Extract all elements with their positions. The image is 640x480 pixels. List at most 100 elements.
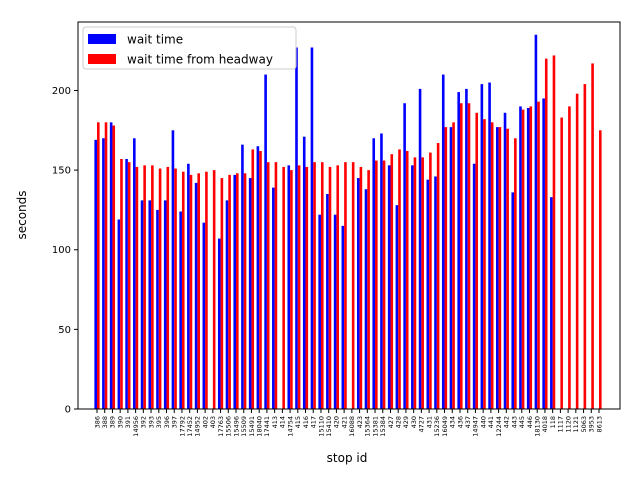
x-tick-label: 430	[410, 416, 418, 428]
bar	[202, 222, 206, 409]
bar	[187, 163, 190, 409]
x-tick-label: 18130	[534, 416, 542, 437]
x-tick-label: 15506	[225, 416, 233, 437]
x-tick-label: 397	[171, 416, 179, 428]
bar	[465, 88, 468, 409]
bar	[359, 166, 363, 409]
x-tick-label: 402	[201, 416, 209, 428]
x-tick-label: 416	[302, 416, 310, 428]
bar	[290, 170, 293, 409]
y-tick-label: 0	[65, 405, 71, 416]
bar	[117, 219, 121, 409]
x-tick-label: 15364	[364, 416, 372, 437]
x-tick-label: 421	[340, 416, 348, 428]
bar	[364, 189, 368, 409]
bar	[151, 165, 154, 409]
y-tick-label: 200	[52, 86, 71, 97]
bar	[480, 84, 484, 409]
plot-frame	[77, 21, 621, 410]
bar	[256, 146, 260, 409]
bar	[156, 209, 159, 409]
x-tick-label: 14947	[472, 416, 480, 437]
bar	[140, 200, 144, 409]
bar	[109, 122, 113, 409]
x-tick-label: 15496	[232, 416, 240, 437]
x-tick-label: 389	[109, 416, 117, 428]
x-tick-label: 420	[333, 416, 341, 428]
bar	[395, 205, 399, 409]
x-tick-label: 415	[294, 416, 302, 428]
x-tick-label: 393	[147, 416, 155, 428]
bar	[483, 119, 486, 410]
bar	[228, 174, 231, 409]
x-tick-label: 16088	[348, 416, 356, 437]
x-tick-label: 428	[395, 416, 403, 428]
y-tick-label: 150	[52, 166, 71, 177]
bar	[333, 214, 337, 409]
bar	[488, 82, 491, 409]
bar	[490, 122, 494, 409]
bar	[189, 174, 193, 409]
legend: wait time wait time from headway	[82, 26, 297, 70]
x-tick-label: 434	[449, 416, 457, 428]
bar	[243, 173, 247, 409]
bar	[367, 170, 370, 409]
x-tick-label: 437	[464, 416, 472, 428]
x-axis-label: stop id	[327, 451, 368, 465]
bar	[125, 158, 128, 409]
x-tick-label: 118	[549, 416, 557, 428]
bar	[320, 162, 324, 409]
x-tick-label: 15410	[325, 416, 333, 437]
bar	[444, 127, 448, 409]
bar	[526, 108, 530, 409]
bar	[457, 92, 460, 410]
bar	[441, 74, 445, 410]
x-tick-label: 17441	[263, 416, 271, 437]
bar	[405, 151, 409, 409]
bar	[174, 168, 177, 409]
y-tick-label: 100	[52, 245, 71, 256]
x-tick-label: 396	[163, 416, 171, 428]
bar	[179, 211, 182, 409]
bar	[390, 154, 394, 409]
bar	[248, 178, 252, 409]
x-tick-label: 443	[510, 416, 518, 428]
bar	[94, 139, 97, 409]
bar	[336, 165, 340, 409]
bar	[133, 138, 136, 409]
bar	[344, 162, 347, 409]
bar	[295, 47, 298, 410]
bar	[449, 127, 453, 409]
y-axis-label: seconds	[15, 190, 29, 239]
bar	[472, 163, 476, 409]
x-tick-label: 1117	[557, 416, 565, 433]
bar	[205, 171, 208, 409]
bar	[503, 112, 507, 410]
bar	[514, 138, 517, 409]
bar	[266, 162, 270, 409]
bar	[542, 98, 545, 409]
bar	[436, 143, 440, 409]
bar	[467, 103, 471, 409]
bar	[305, 166, 309, 409]
bar	[220, 178, 224, 409]
bar	[318, 214, 321, 409]
bar	[418, 88, 422, 409]
bar	[166, 166, 170, 409]
x-tick-label: 431	[425, 416, 433, 428]
bar	[212, 170, 216, 409]
x-tick-label: 386	[93, 416, 101, 428]
x-tick-label: 414	[279, 416, 287, 428]
bar	[197, 173, 200, 409]
x-tick-label: 14956	[132, 416, 140, 437]
x-tick-label: 388	[101, 416, 109, 428]
x-tick-label: 442	[503, 416, 511, 428]
bar	[236, 173, 239, 409]
bar	[310, 47, 314, 410]
x-tick-label: 4018	[541, 416, 549, 433]
legend-label: wait time	[127, 33, 183, 47]
x-tick-label: 391	[124, 416, 132, 428]
bar	[112, 125, 116, 409]
bar	[274, 162, 278, 409]
